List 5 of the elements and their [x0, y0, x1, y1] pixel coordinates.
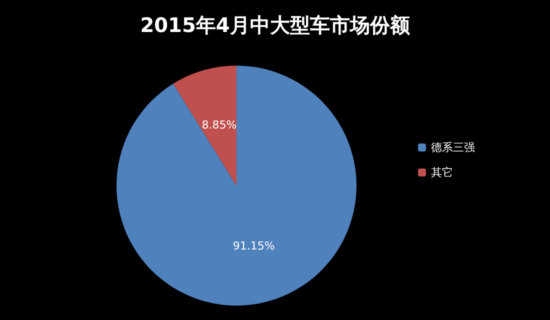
- chart-title: 2015年4月中大型车市场份额: [140, 13, 411, 37]
- legend-label: 其它: [431, 166, 453, 179]
- legend-label: 德系三强: [431, 141, 475, 154]
- data-label: 8.85%: [202, 118, 237, 132]
- data-label: 91.15%: [232, 240, 275, 253]
